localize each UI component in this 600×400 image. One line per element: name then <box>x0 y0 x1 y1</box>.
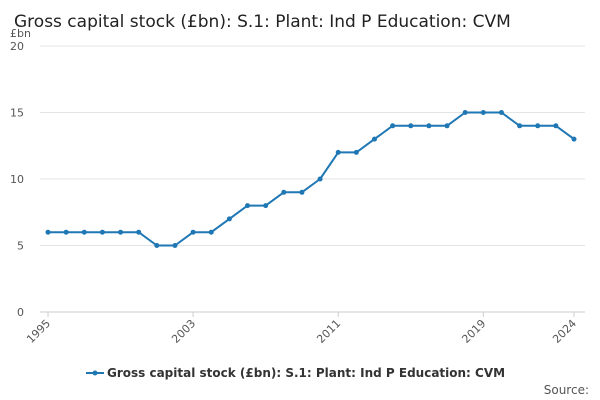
data-point <box>136 229 142 235</box>
x-tick-label: 2003 <box>169 317 198 346</box>
data-point <box>63 229 69 235</box>
y-tick-label: 15 <box>10 107 24 120</box>
data-point <box>535 123 541 129</box>
y-axis-tick-labels: 0 5 10 15 20 <box>10 40 24 319</box>
x-tick-label: 2019 <box>459 317 488 346</box>
data-point <box>317 176 323 182</box>
legend-entry-label: Gross capital stock (£bn): S.1: Plant: I… <box>107 366 505 380</box>
data-point <box>263 203 269 209</box>
y-tick-label: 0 <box>17 306 24 319</box>
data-point <box>517 123 523 129</box>
data-point <box>371 136 377 142</box>
data-point <box>281 189 287 195</box>
y-axis-unit-label: £bn <box>10 27 31 40</box>
data-point <box>172 243 178 248</box>
data-point <box>45 229 51 235</box>
x-tick-label: 1995 <box>24 317 53 346</box>
data-point <box>335 149 341 155</box>
data-point <box>390 123 396 129</box>
legend[interactable]: Gross capital stock (£bn): S.1: Plant: I… <box>86 366 505 380</box>
data-point <box>444 123 450 129</box>
data-point <box>462 110 468 115</box>
data-point <box>99 229 105 235</box>
series-line <box>48 111 575 247</box>
legend-marker-swatch <box>92 370 98 376</box>
y-tick-label: 20 <box>10 40 24 53</box>
data-point <box>353 149 359 155</box>
y-tick-label: 5 <box>17 240 24 253</box>
data-point <box>226 216 232 222</box>
data-point <box>299 189 305 195</box>
chart-title: Gross capital stock (£bn): S.1: Plant: I… <box>14 12 511 32</box>
data-point <box>118 229 124 235</box>
y-tick-label: 10 <box>10 173 24 186</box>
series-group <box>45 110 577 248</box>
x-axis-tick-labels: 1995 2003 2011 2019 2024 <box>24 317 579 346</box>
data-point <box>190 229 196 235</box>
data-point <box>408 123 414 129</box>
data-point <box>81 229 87 235</box>
source-label: Source: <box>544 383 589 397</box>
data-point <box>426 123 432 129</box>
data-point <box>245 203 251 209</box>
data-point <box>480 110 486 115</box>
data-point <box>154 243 160 248</box>
x-axis <box>40 311 585 317</box>
x-tick-label: 2011 <box>314 317 343 346</box>
data-point <box>553 123 559 129</box>
data-point <box>571 136 577 142</box>
data-point <box>498 110 504 115</box>
data-point <box>208 229 214 235</box>
x-tick-label: 2024 <box>550 317 579 346</box>
gridlines <box>40 45 585 246</box>
